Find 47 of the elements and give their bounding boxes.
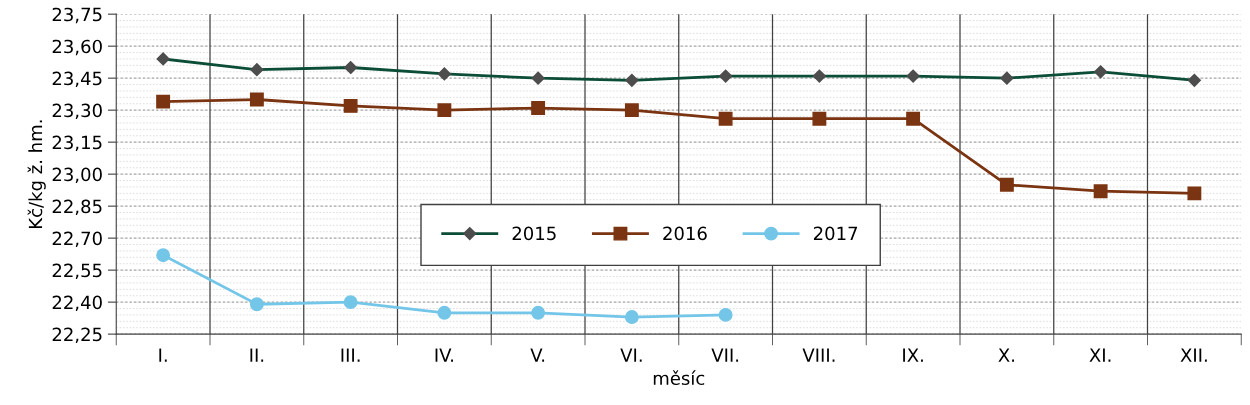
legend-label: 2016 xyxy=(663,226,707,241)
x-tick-label: VI. xyxy=(620,348,642,362)
point xyxy=(999,177,1014,192)
x-tick-label: III. xyxy=(341,348,360,362)
y-tick-label: 23,45 xyxy=(52,71,102,88)
x-axis-title: měsíc xyxy=(653,370,705,386)
x-tick-label: IX. xyxy=(903,348,923,362)
point xyxy=(531,101,546,115)
y-tick-label: 22,40 xyxy=(52,295,102,312)
point xyxy=(1093,184,1108,199)
y-tick-label: 23,75 xyxy=(52,7,102,24)
point xyxy=(249,297,264,312)
legend-label: 2015 xyxy=(512,226,556,241)
x-tick-label: XII. xyxy=(1180,348,1207,362)
point xyxy=(249,92,264,107)
point xyxy=(343,295,358,310)
y-tick-label: 23,15 xyxy=(52,135,102,152)
y-tick-label: 22,25 xyxy=(52,327,102,344)
y-tick-label: 22,70 xyxy=(52,231,102,248)
point xyxy=(343,98,358,113)
point xyxy=(437,103,452,118)
x-tick-label: V. xyxy=(530,348,545,362)
x-tick-label: VII. xyxy=(711,348,739,362)
point xyxy=(531,305,546,320)
y-tick-label: 23,00 xyxy=(52,167,102,184)
point xyxy=(437,305,452,320)
x-tick-label: XI. xyxy=(1089,348,1111,362)
point xyxy=(718,307,733,322)
legend-label: 2017 xyxy=(813,226,858,241)
x-tick-label: VIII. xyxy=(802,348,835,362)
point xyxy=(156,248,171,263)
point xyxy=(812,111,827,126)
point xyxy=(1187,186,1202,201)
point xyxy=(718,111,733,126)
point xyxy=(624,310,639,325)
y-axis-title: Kč/kg ž. hm. xyxy=(27,120,46,228)
point xyxy=(624,103,639,118)
point xyxy=(156,94,171,109)
y-tick-label: 22,55 xyxy=(52,263,102,280)
y-tick-label: 23,60 xyxy=(52,39,102,56)
point xyxy=(906,111,921,126)
x-tick-label: IV. xyxy=(435,348,453,362)
x-tick-label: I. xyxy=(159,348,167,362)
x-tick-label: II. xyxy=(250,348,264,362)
x-tick-label: X. xyxy=(998,348,1014,362)
y-tick-label: 22,85 xyxy=(52,199,102,216)
y-tick-label: 23,30 xyxy=(52,103,102,120)
